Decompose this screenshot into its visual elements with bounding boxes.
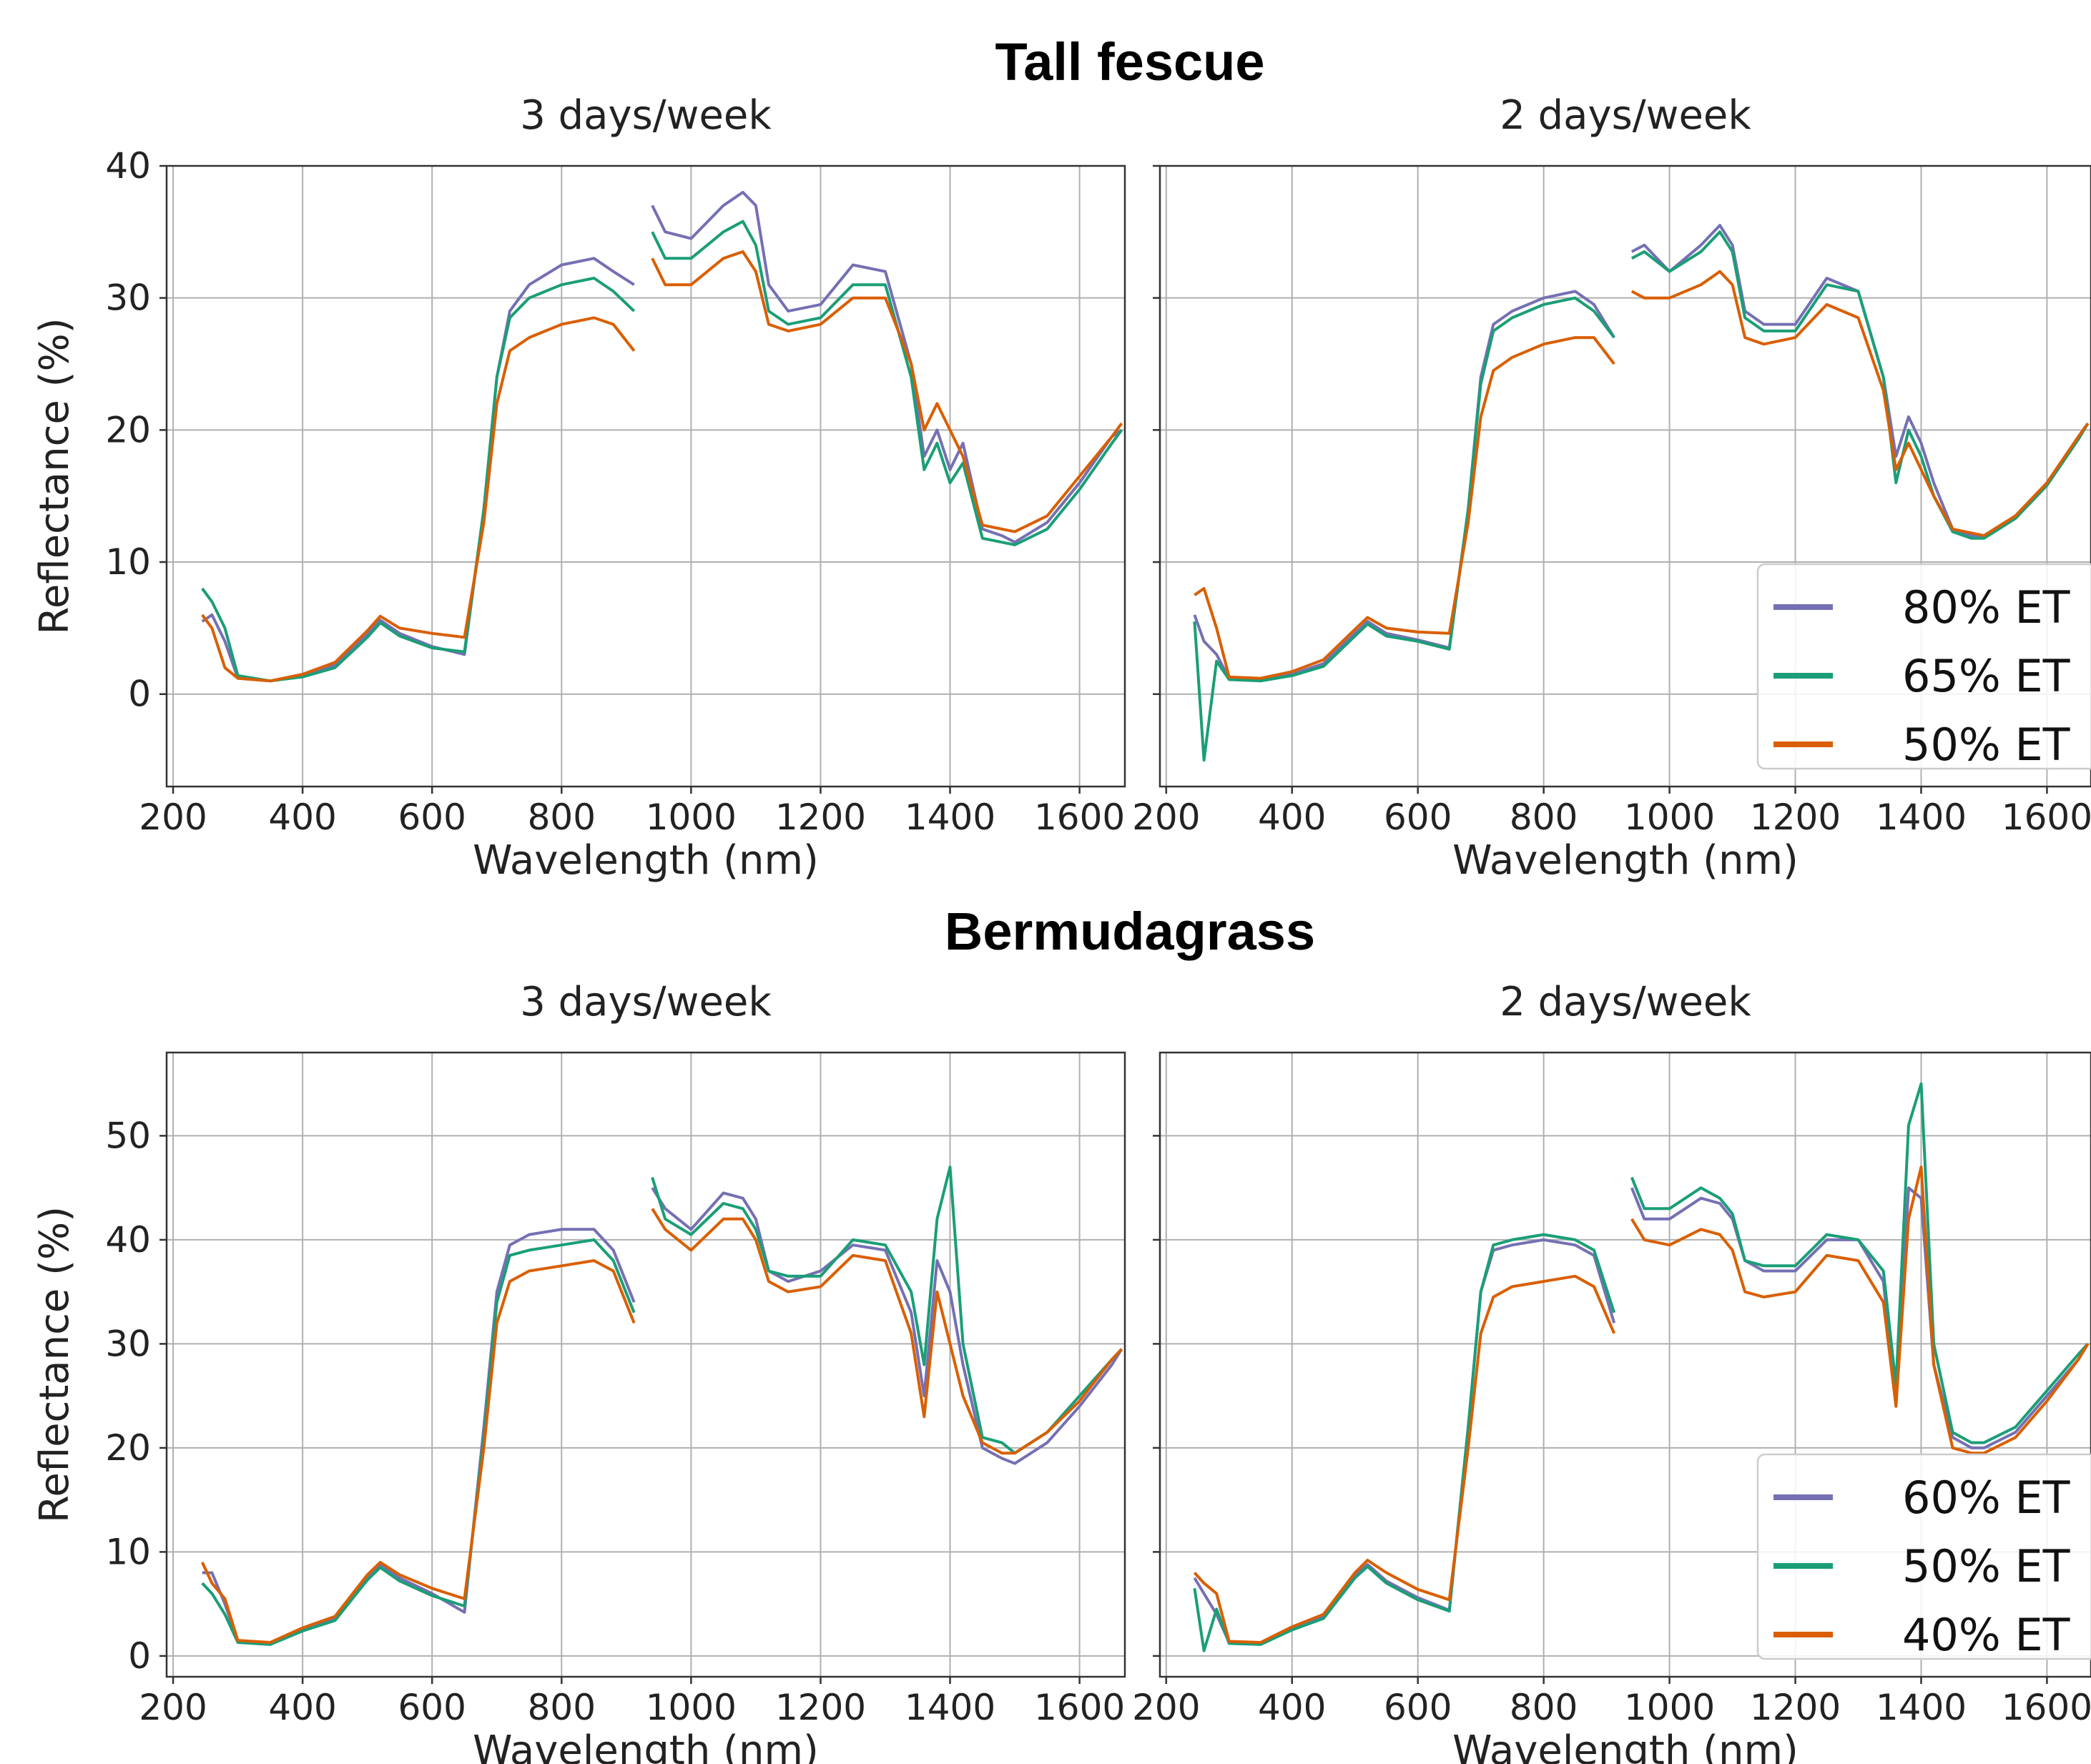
x-tick-label: 400 [1258, 797, 1326, 838]
series-line-65-et [201, 220, 1123, 683]
y-tick-label: 30 [105, 1323, 151, 1364]
x-tick-label: 1200 [1750, 797, 1841, 838]
x-tick-label: 1400 [905, 1687, 995, 1728]
legend: 60% ET 50% ET 40% ET [1756, 1453, 2091, 1661]
legend-label: 80% ET [1902, 581, 2071, 634]
y-tick-label: 0 [128, 1635, 151, 1677]
x-axis-label: Wavelength (nm) [1452, 1728, 1799, 1764]
x-axis-label: Wavelength (nm) [473, 1728, 819, 1764]
x-tick-label: 1400 [905, 797, 995, 838]
legend-box [1756, 563, 2091, 770]
x-tick-label: 600 [1384, 1687, 1452, 1728]
legend-label: 50% ET [1902, 719, 2071, 771]
legend-label: 50% ET [1902, 1540, 2071, 1592]
y-tick-label: 30 [105, 277, 151, 319]
x-tick-label: 1600 [2002, 797, 2091, 838]
legend: 80% ET 65% ET 50% ET [1756, 563, 2091, 771]
x-tick-label: 1400 [1876, 1687, 1967, 1728]
x-tick-label: 1200 [775, 797, 866, 838]
series-line-50-et [1193, 1082, 2090, 1652]
series-line-65-et [1193, 230, 2090, 762]
x-tick-label: 1000 [1624, 1687, 1715, 1728]
x-tick-label: 800 [528, 797, 596, 838]
x-tick-label: 400 [268, 1687, 336, 1728]
y-tick-label: 20 [105, 1427, 151, 1469]
x-tick-label: 400 [268, 797, 336, 838]
legend-label: 65% ET [1902, 650, 2071, 702]
y-axis-label: Reflectance (%) [31, 1206, 78, 1523]
x-tick-label: 400 [1258, 1687, 1326, 1728]
panel-title: 3 days/week [520, 92, 772, 139]
y-axis-label: Reflectance (%) [31, 317, 78, 634]
chart-panel-3: 200 400 600 800 1000 1200 1400 1600 0 10 20 30 40 50 3… [31, 979, 1126, 1764]
x-axis-label: Wavelength (nm) [473, 837, 819, 884]
legend-label: 40% ET [1902, 1609, 2071, 1661]
y-tick-label: 40 [105, 1219, 151, 1261]
section-title-tall-fescue: Tall fescue [995, 32, 1264, 92]
x-tick-label: 1200 [1750, 1687, 1841, 1728]
panel-title: 2 days/week [1500, 979, 1751, 1025]
x-tick-label: 600 [1384, 797, 1452, 838]
x-tick-label: 800 [528, 1687, 596, 1728]
series-group [1193, 1082, 2090, 1652]
x-tick-label: 600 [398, 1687, 466, 1728]
x-tick-label: 1600 [2002, 1687, 2091, 1728]
y-tick-label: 40 [105, 145, 151, 187]
x-tick-label: 800 [1510, 797, 1578, 838]
x-tick-label: 1000 [1624, 797, 1715, 838]
x-tick-label: 1000 [646, 1687, 737, 1728]
y-tick-label: 50 [105, 1115, 151, 1156]
x-tick-label: 600 [398, 797, 466, 838]
x-tick-label: 200 [1132, 797, 1200, 838]
series-line-50-et [1194, 270, 2090, 680]
series-group [201, 190, 1123, 683]
x-tick-label: 200 [139, 1687, 207, 1728]
series-line-40-et [1193, 1166, 2090, 1644]
x-tick-label: 1000 [646, 797, 737, 838]
legend-box [1756, 1453, 2091, 1660]
x-tick-label: 200 [1132, 1687, 1200, 1728]
plot-frame [165, 1051, 1126, 1678]
y-tick-label: 10 [105, 541, 151, 583]
panel-title: 2 days/week [1500, 92, 1751, 139]
x-tick-label: 1600 [1034, 1687, 1125, 1728]
plot-area [167, 1053, 1125, 1677]
section-title-bermudagrass: Bermudagrass [945, 902, 1315, 961]
legend-label: 60% ET [1902, 1472, 2071, 1524]
chart-panel-4: 200 400 600 800 1000 1200 1400 1600 2 days/week W… [1132, 979, 2091, 1764]
panel-title: 3 days/week [520, 979, 772, 1025]
y-tick-label: 10 [105, 1531, 151, 1572]
series-line-50-et [201, 250, 1123, 683]
y-tick-label: 20 [105, 409, 151, 450]
x-tick-label: 200 [139, 797, 207, 838]
series-group [1193, 224, 2090, 762]
series-line-40-et [200, 1208, 1123, 1644]
x-tick-label: 1600 [1034, 797, 1125, 838]
plot-frame [1158, 164, 2091, 788]
x-axis-label: Wavelength (nm) [1452, 837, 1799, 884]
plot-frame [1158, 1051, 2091, 1678]
x-tick-label: 1200 [775, 1687, 866, 1728]
chart-panel-1: 200 400 600 800 1000 1200 1400 1600 0 10 20 30 40 3 d… [31, 92, 1126, 884]
chart-panel-2: 200 400 600 800 1000 1200 1400 1600 2 days/week W… [1132, 92, 2091, 884]
plot-frame [165, 164, 1126, 788]
y-tick-label: 0 [128, 674, 151, 715]
series-group [200, 1166, 1123, 1646]
x-tick-label: 800 [1510, 1687, 1578, 1728]
x-tick-label: 1400 [1876, 797, 1967, 838]
